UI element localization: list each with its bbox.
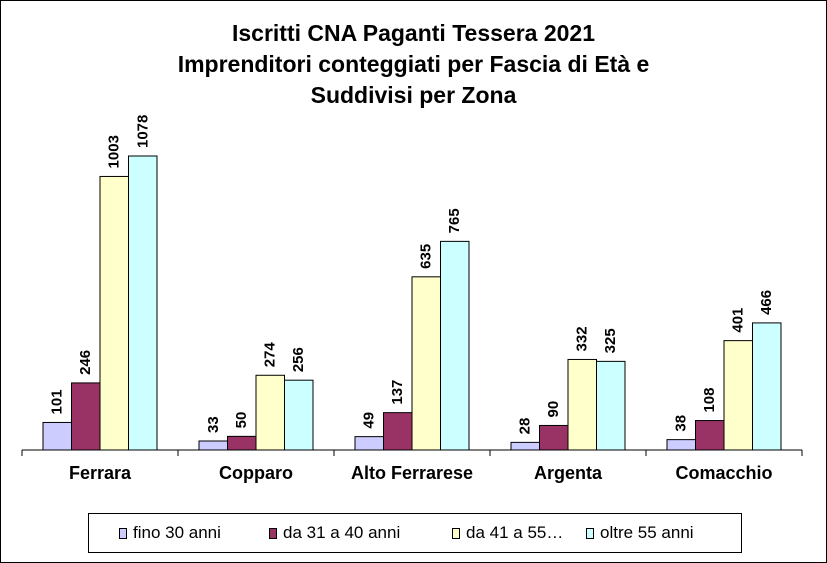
x-tick-label-ferrara: Ferrara <box>69 463 132 483</box>
legend-label-31-40: da 31 a 40 anni <box>283 523 401 542</box>
bar-argenta-fino-30-anni <box>510 441 540 451</box>
legend-swatch-31-40 <box>269 527 277 539</box>
bar-ferrara-oltre-55-anni <box>128 155 158 451</box>
data-label-argenta-da-41-a-55: 332 <box>574 326 591 351</box>
legend: fino 30 anni da 31 a 40 anni da 41 a 55…… <box>88 513 742 553</box>
data-label-alto-ferrarese-oltre-55-anni: 765 <box>446 208 463 233</box>
chart-title-line-3: Suddivisi per Zona <box>310 82 517 108</box>
data-label-comacchio-da-41-a-55: 401 <box>730 308 747 333</box>
chart-title-line-1: Iscritti CNA Paganti Tessera 2021 <box>231 20 596 46</box>
data-label-ferrara-fino-30-anni: 101 <box>49 389 66 414</box>
legend-swatch-41-55 <box>452 527 460 539</box>
x-tick-label-copparo: Copparo <box>219 463 293 483</box>
legend-label-oltre-55: oltre 55 anni <box>600 523 694 542</box>
legend-item-fino-30: fino 30 anni <box>119 514 221 552</box>
bar-alto-ferrarese-oltre-55-anni <box>440 240 470 451</box>
chart-title-line-2: Imprenditori conteggiati per Fascia di E… <box>177 51 650 77</box>
data-label-comacchio-oltre-55-anni: 466 <box>758 290 775 315</box>
bar-comacchio-da-41-a-55 <box>723 340 753 451</box>
x-tick-label-comacchio: Comacchio <box>675 463 772 483</box>
bar-copparo-da-41-a-55 <box>255 374 285 451</box>
bar-comacchio-da-31-a-40-anni <box>695 420 725 451</box>
legend-label-41-55: da 41 a 55… <box>466 523 564 542</box>
data-label-comacchio-da-31-a-40-anni: 108 <box>701 388 718 413</box>
data-label-alto-ferrarese-fino-30-anni: 49 <box>361 412 378 429</box>
bar-comacchio-oltre-55-anni <box>752 322 782 451</box>
legend-item-41-55: da 41 a 55… <box>452 514 563 552</box>
data-label-ferrara-da-41-a-55: 1003 <box>106 135 123 168</box>
bar-copparo-oltre-55-anni <box>284 379 314 451</box>
bar-alto-ferrarese-fino-30-anni <box>354 436 384 451</box>
data-label-ferrara-da-31-a-40-anni: 246 <box>77 350 94 375</box>
x-tick-label-argenta: Argenta <box>534 463 603 483</box>
x-tick-label-alto-ferrarese: Alto Ferrarese <box>351 463 473 483</box>
data-label-alto-ferrarese-da-41-a-55: 635 <box>418 244 435 269</box>
bar-alto-ferrarese-da-41-a-55 <box>411 276 441 451</box>
legend-label-fino-30: fino 30 anni <box>133 523 221 542</box>
data-label-argenta-oltre-55-anni: 325 <box>602 328 619 353</box>
data-label-copparo-oltre-55-anni: 256 <box>290 347 307 372</box>
legend-item-oltre-55: oltre 55 anni <box>586 514 694 552</box>
legend-item-31-40: da 31 a 40 anni <box>269 514 400 552</box>
bar-alto-ferrarese-da-31-a-40-anni <box>383 412 413 451</box>
bar-ferrara-da-41-a-55 <box>99 175 129 451</box>
bar-copparo-fino-30-anni <box>198 440 228 451</box>
data-label-argenta-da-31-a-40-anni: 90 <box>545 401 562 418</box>
data-label-copparo-da-31-a-40-anni: 50 <box>233 412 250 429</box>
legend-swatch-oltre-55 <box>586 527 594 539</box>
bar-argenta-da-31-a-40-anni <box>539 424 569 451</box>
legend-swatch-fino-30 <box>119 527 127 539</box>
bar-ferrara-da-31-a-40-anni <box>71 382 101 451</box>
bar-comacchio-fino-30-anni <box>666 439 696 451</box>
data-label-alto-ferrarese-da-31-a-40-anni: 137 <box>389 380 406 405</box>
bar-argenta-oltre-55-anni <box>596 360 626 451</box>
bar-argenta-da-41-a-55 <box>567 358 597 451</box>
bar-copparo-da-31-a-40-anni <box>227 435 257 451</box>
bar-ferrara-fino-30-anni <box>42 421 72 451</box>
data-label-ferrara-oltre-55-anni: 1078 <box>134 115 151 148</box>
data-label-argenta-fino-30-anni: 28 <box>517 418 534 435</box>
data-label-comacchio-fino-30-anni: 38 <box>673 415 690 432</box>
data-label-copparo-fino-30-anni: 33 <box>205 416 222 433</box>
data-label-copparo-da-41-a-55: 274 <box>262 342 279 368</box>
